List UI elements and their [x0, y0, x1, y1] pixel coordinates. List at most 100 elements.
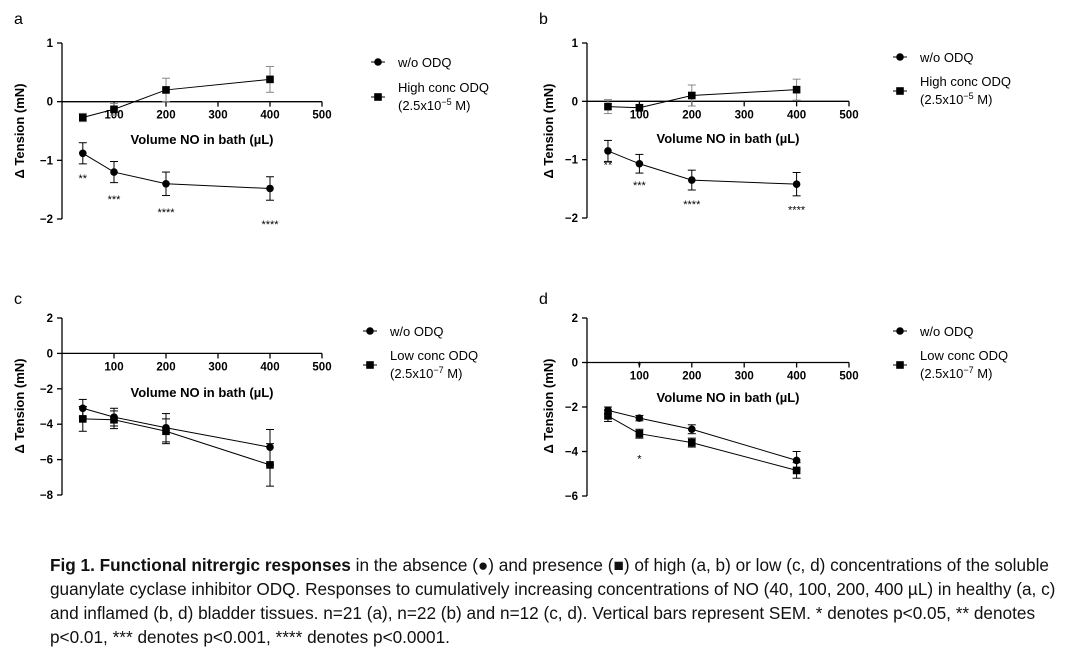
x-tick-label: 300	[735, 371, 754, 383]
y-tick-label: −4	[40, 419, 54, 431]
legend-conc-exponent: −7	[433, 365, 443, 375]
series-wo-odq	[78, 398, 274, 466]
legend-conc-exponent: −5	[963, 91, 973, 101]
y-tick-label: −2	[40, 384, 53, 396]
x-tick-label: 200	[682, 109, 701, 121]
series-wo-odq	[603, 406, 801, 470]
legend-label-odq-conc: (2.5x10−5 M)	[398, 97, 470, 113]
data-point-square	[792, 466, 801, 475]
y-axis-label: Δ Tension (mN)	[541, 83, 556, 178]
y-axis-label: Δ Tension (mN)	[541, 358, 556, 453]
panel-label: c	[14, 291, 22, 308]
legend-conc-unit: M)	[452, 98, 471, 113]
y-axis-label: Δ Tension (mN)	[12, 83, 27, 178]
caption-bold-lead: Fig 1. Functional nitrergic responses	[50, 555, 351, 575]
y-tick-label: −2	[40, 214, 53, 226]
x-tick-label: 400	[260, 361, 279, 373]
legend-conc-base: (2.5x10	[398, 98, 441, 113]
legend: w/o ODQ Low conc ODQ (2.5x10−7 M)	[893, 324, 1008, 381]
legend-conc-unit: M)	[974, 366, 993, 381]
series-wo-odq	[78, 142, 274, 201]
series-line	[82, 152, 271, 189]
legend-label-wo-odq: w/o ODQ	[397, 55, 451, 70]
significance-label: ***	[108, 194, 122, 206]
data-point-square	[604, 102, 612, 111]
y-tick-label: 2	[47, 313, 53, 325]
x-axis-label: Volume NO in bath (µL)	[130, 132, 273, 147]
data-point-circle	[688, 425, 696, 434]
data-point-circle	[688, 176, 696, 184]
data-point-circle	[110, 168, 118, 176]
y-tick-label: 2	[572, 313, 578, 325]
series-odq	[603, 78, 801, 115]
y-tick-label: −2	[565, 213, 578, 225]
x-tick-label: 500	[312, 361, 331, 373]
x-tick-label: 300	[208, 110, 227, 122]
legend-label-odq: Low conc ODQ	[920, 348, 1008, 363]
series-line	[607, 415, 797, 471]
x-tick-label: 100	[630, 371, 649, 383]
series-line	[82, 78, 271, 118]
y-tick-label: −6	[565, 491, 578, 503]
legend-conc-unit: M)	[444, 366, 463, 381]
data-point-square	[635, 103, 644, 112]
significance-label: ****	[788, 204, 806, 216]
data-point-circle	[635, 414, 644, 422]
caption-text: in the absence (●) and presence (■) of h…	[50, 555, 1056, 647]
panel-label: b	[539, 11, 548, 28]
series-line	[82, 418, 271, 466]
significance-label: *	[637, 454, 642, 466]
legend-label-wo-odq: w/o ODQ	[919, 50, 973, 65]
data-point-square	[162, 427, 170, 436]
figure-caption: Fig 1. Functional nitrergic responses in…	[50, 553, 1060, 649]
legend-square-marker	[366, 361, 374, 369]
data-point-square	[110, 415, 118, 424]
data-point-circle	[792, 180, 801, 188]
y-tick-label: 0	[47, 348, 53, 360]
x-tick-label: 500	[839, 109, 858, 121]
legend-square-marker	[896, 361, 904, 369]
y-tick-label: 0	[572, 96, 578, 108]
data-point-circle	[162, 180, 170, 188]
x-tick-label: 400	[787, 109, 806, 121]
x-tick-label: 500	[312, 110, 331, 122]
legend-label-odq: High conc ODQ	[920, 74, 1011, 89]
y-tick-label: 0	[572, 358, 578, 370]
y-tick-label: −2	[565, 402, 578, 414]
y-tick-label: 1	[47, 38, 54, 50]
legend-label-odq: High conc ODQ	[398, 80, 489, 95]
legend: w/o ODQ High conc ODQ (2.5x10−5 M)	[371, 55, 489, 113]
legend-label-odq-conc: (2.5x10−7 M)	[920, 365, 992, 381]
data-point-square	[162, 86, 170, 94]
x-axis-label: Volume NO in bath (µL)	[130, 385, 273, 400]
y-tick-label: −8	[40, 490, 54, 502]
significance-label: **	[79, 173, 88, 185]
legend-conc-exponent: −7	[963, 365, 973, 375]
data-point-circle	[266, 184, 274, 193]
series-odq	[78, 406, 274, 487]
legend-circle-marker	[896, 53, 904, 61]
y-tick-label: 1	[572, 38, 579, 50]
significance-label: **	[604, 159, 613, 171]
x-tick-label: 500	[839, 371, 858, 383]
legend-label-odq-conc: (2.5x10−5 M)	[920, 91, 992, 107]
series-line	[607, 89, 797, 109]
data-point-square	[79, 415, 87, 423]
legend-square-marker	[896, 87, 904, 95]
data-point-square	[792, 85, 801, 94]
legend-square-marker	[374, 93, 382, 101]
significance-label: ****	[683, 199, 701, 211]
x-tick-label: 300	[735, 109, 754, 121]
significance-label: ****	[157, 207, 175, 219]
y-tick-label: −4	[565, 447, 579, 459]
chart-panel-b: b 1 0 −1 −2 100 200 300 400 500 Volume NO in bath …	[539, 11, 1011, 225]
series-wo-odq	[603, 139, 801, 197]
legend-conc-exponent: −5	[441, 97, 451, 107]
legend: w/o ODQ High conc ODQ (2.5x10−5 M)	[893, 50, 1011, 107]
x-tick-label: 300	[208, 361, 227, 373]
legend-conc-base: (2.5x10	[390, 366, 433, 381]
panel-label: d	[539, 291, 548, 308]
data-point-square	[110, 105, 118, 114]
legend-label-wo-odq: w/o ODQ	[389, 324, 443, 339]
